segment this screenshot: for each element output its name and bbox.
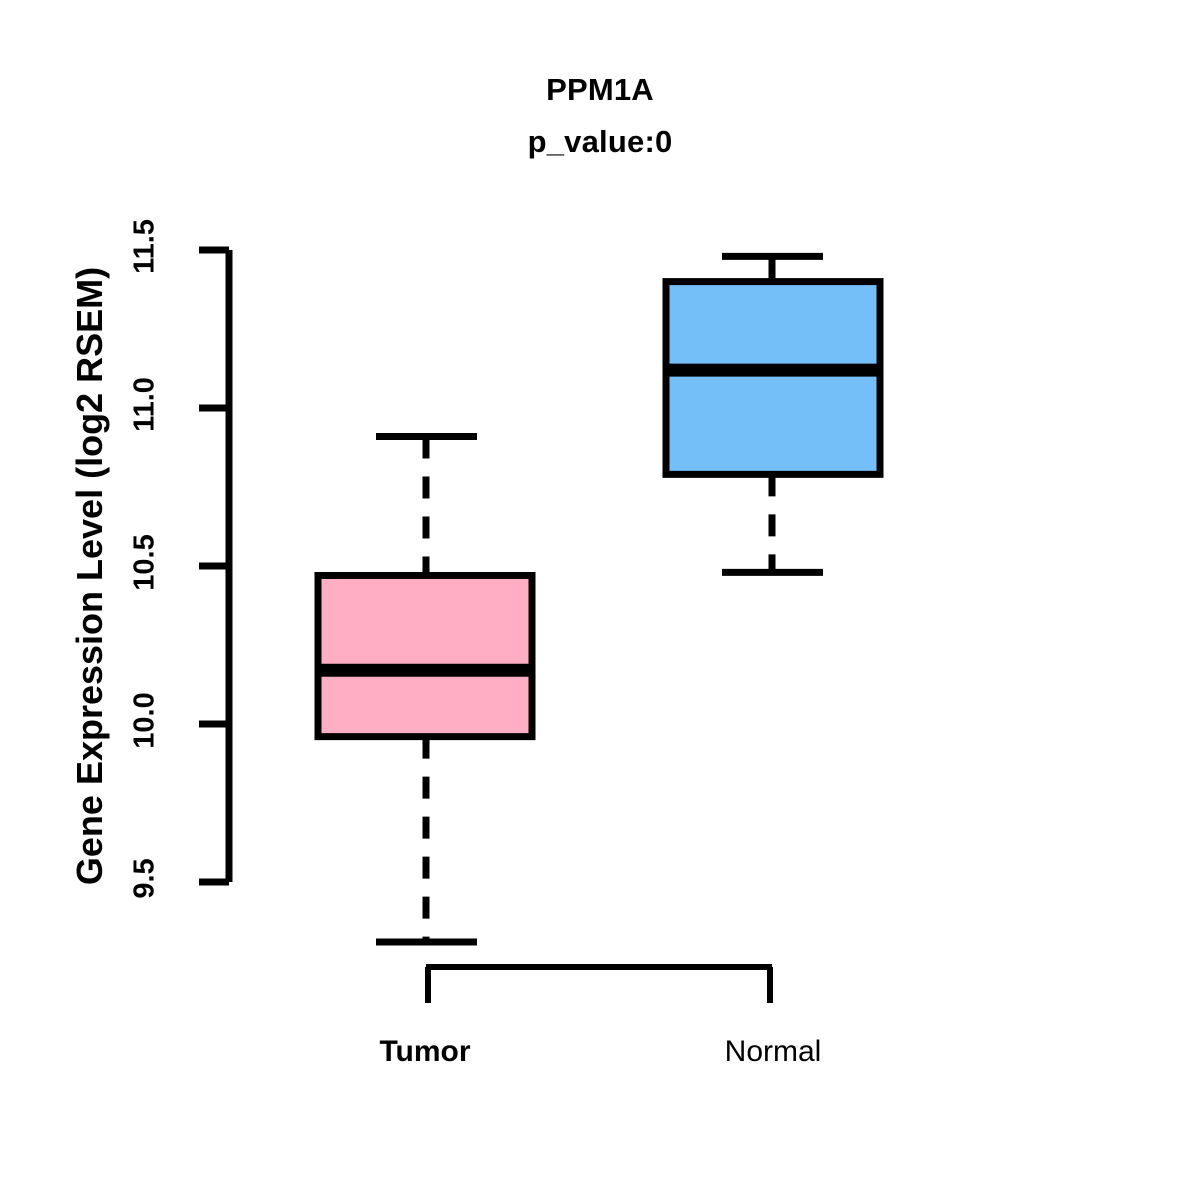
- x-axis: [425, 964, 773, 1003]
- box-normal[interactable]: [662, 252, 884, 576]
- chart-subtitle: p_value:0: [527, 124, 673, 159]
- y-axis: [199, 246, 233, 886]
- x-tick-label-normal: Normal: [724, 1035, 822, 1068]
- box-rect-tumor[interactable]: [314, 571, 536, 741]
- box-rect-normal[interactable]: [662, 278, 884, 478]
- chart-title: PPM1A: [546, 72, 654, 107]
- x-tick-label-tumor: Tumor: [379, 1035, 471, 1068]
- box-tumor[interactable]: [314, 432, 536, 946]
